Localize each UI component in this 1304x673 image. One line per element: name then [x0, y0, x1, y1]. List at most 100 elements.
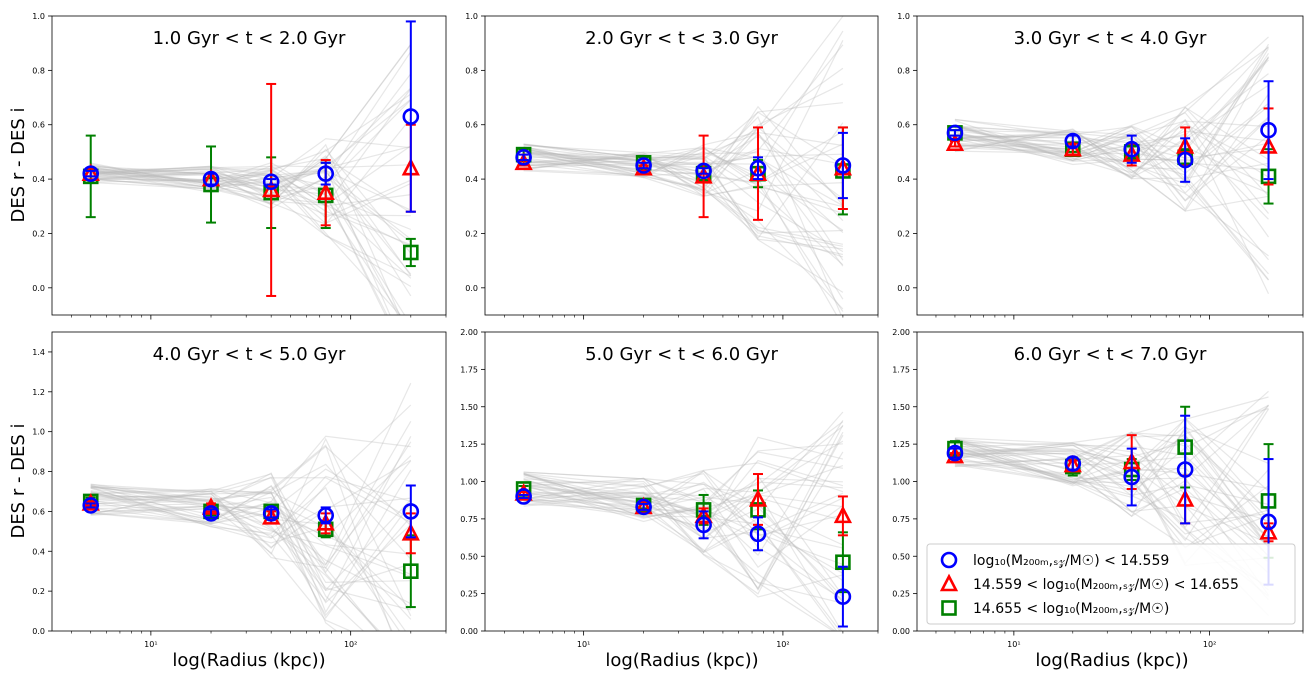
background-profile-line: [90, 444, 392, 631]
background-profile-line: [954, 431, 1269, 549]
legend: log₁₀(M₂₀₀ₘ,ₛ𝓏/M☉) < 14.559 14.559 < log₁…: [926, 543, 1296, 625]
data-point-circle: [317, 507, 335, 524]
background-profile-line: [523, 499, 844, 574]
y-tick-label: 0.25: [892, 590, 910, 599]
y-tick-label: 0.00: [892, 627, 910, 636]
data-point-triangle: [748, 489, 768, 507]
background-profile-line: [523, 470, 844, 537]
y-tick-label: 1.25: [892, 440, 910, 449]
data-point-circle: [946, 124, 964, 142]
data-point-circle: [635, 157, 652, 174]
background-profiles: [90, 382, 412, 631]
y-tick-label: 2.00: [460, 328, 478, 337]
y-tick-label: 0.6: [32, 507, 45, 516]
data-point-triangle: [316, 182, 335, 200]
data-point-circle: [202, 505, 220, 522]
background-profile-line: [90, 420, 412, 570]
background-profile-line: [90, 459, 412, 549]
panel-1: [48, 15, 447, 320]
y-tick-label: 0.2: [897, 229, 910, 238]
background-profile-line: [90, 486, 393, 631]
background-profile-line: [954, 126, 1269, 194]
background-profile-line: [523, 470, 844, 598]
background-profile-line: [90, 463, 412, 560]
y-tick-label: 1.75: [460, 365, 478, 374]
background-profile-line: [954, 441, 1269, 557]
background-profile-line: [954, 47, 1270, 188]
background-profile-line: [954, 129, 1269, 212]
series-low: [82, 484, 420, 539]
data-point-triangle: [833, 505, 853, 524]
y-tick-label: 1.0: [897, 12, 910, 21]
background-profile-line: [90, 487, 378, 631]
data-point-circle: [635, 498, 652, 516]
legend-frame: [926, 543, 1296, 625]
data-point-circle: [82, 165, 100, 182]
panel-4: [48, 331, 447, 636]
data-point-triangle: [514, 483, 533, 501]
y-tick-label: 1.25: [460, 440, 478, 449]
y-tick-label: 0.4: [465, 175, 478, 184]
background-profile-line: [954, 106, 1269, 179]
background-profile-line: [954, 52, 1270, 182]
data-point-circle: [82, 497, 100, 514]
axes-frame: [916, 15, 1304, 316]
y-tick-label: 0.6: [465, 121, 478, 130]
background-profile-line: [954, 432, 1269, 520]
data-point-circle: [515, 488, 532, 505]
panel-title: 6.0 Gyr < t < 7.0 Gyr: [1014, 344, 1207, 365]
background-profile-line: [954, 442, 1269, 563]
background-profiles: [523, 411, 844, 631]
background-profile-line: [90, 460, 412, 566]
y-tick-label: 0.00: [460, 627, 478, 636]
background-profile-line: [523, 474, 844, 597]
data-point-square: [403, 563, 419, 580]
background-profile-line: [90, 491, 338, 631]
background-profile-line: [954, 426, 1269, 518]
data-point-circle: [1176, 151, 1194, 169]
background-profile-line: [954, 102, 1269, 170]
series-low: [82, 20, 420, 213]
data-point-circle: [402, 503, 420, 520]
data-point-triangle: [401, 523, 420, 541]
background-profile-line: [90, 475, 411, 539]
background-profiles: [523, 16, 844, 315]
background-profile-line: [90, 489, 412, 578]
background-profile-line: [90, 166, 406, 315]
background-profile-line: [90, 492, 365, 631]
background-profile-line: [90, 43, 412, 179]
y-tick-label: 0.0: [897, 284, 910, 293]
data-point-circle: [1176, 461, 1194, 478]
data-point-circle: [515, 149, 532, 166]
data-point-circle: [1260, 121, 1277, 139]
background-profile-line: [954, 106, 1269, 197]
background-profile-line: [90, 435, 411, 524]
y-tick-label: 0.75: [892, 515, 910, 524]
y-tick-label: 0.0: [32, 627, 45, 636]
x-tick-label: 10²: [344, 640, 357, 649]
y-tick-label: 1.0: [465, 12, 478, 21]
panel-6: log₁₀(M₂₀₀ₘ,ₛ𝓏/M☉) < 14.559 14.559 < log₁…: [913, 331, 1304, 636]
legend-label-low: log₁₀(M₂₀₀ₘ,ₛ𝓏/M☉) < 14.559: [973, 553, 1169, 569]
background-profile-line: [954, 46, 1269, 148]
panel-title: 1.0 Gyr < t < 2.0 Gyr: [153, 28, 346, 49]
y-tick-label: 0.25: [460, 590, 478, 599]
data-point-circle: [749, 159, 767, 177]
data-point-circle: [202, 170, 220, 188]
data-point-circle: [262, 173, 280, 191]
legend-marker-triangle: [939, 573, 959, 592]
y-tick-label: 0.4: [32, 547, 45, 556]
panel-title: 2.0 Gyr < t < 3.0 Gyr: [585, 28, 778, 49]
panel-title: 5.0 Gyr < t < 6.0 Gyr: [585, 344, 778, 365]
background-profile-line: [90, 436, 412, 602]
legend-marker-square: [941, 600, 957, 616]
background-profile-line: [90, 505, 411, 592]
background-profile-line: [523, 478, 844, 582]
y-tick-label: 0.2: [32, 229, 45, 238]
data-point-circle: [1260, 513, 1277, 531]
background-profile-line: [954, 119, 1270, 294]
y-tick-label: 1.0: [32, 428, 45, 437]
x-axis-label-right: log(Radius (kpc)): [1035, 650, 1188, 671]
background-profile-line: [90, 469, 412, 614]
y-tick-label: 0.4: [897, 175, 910, 184]
